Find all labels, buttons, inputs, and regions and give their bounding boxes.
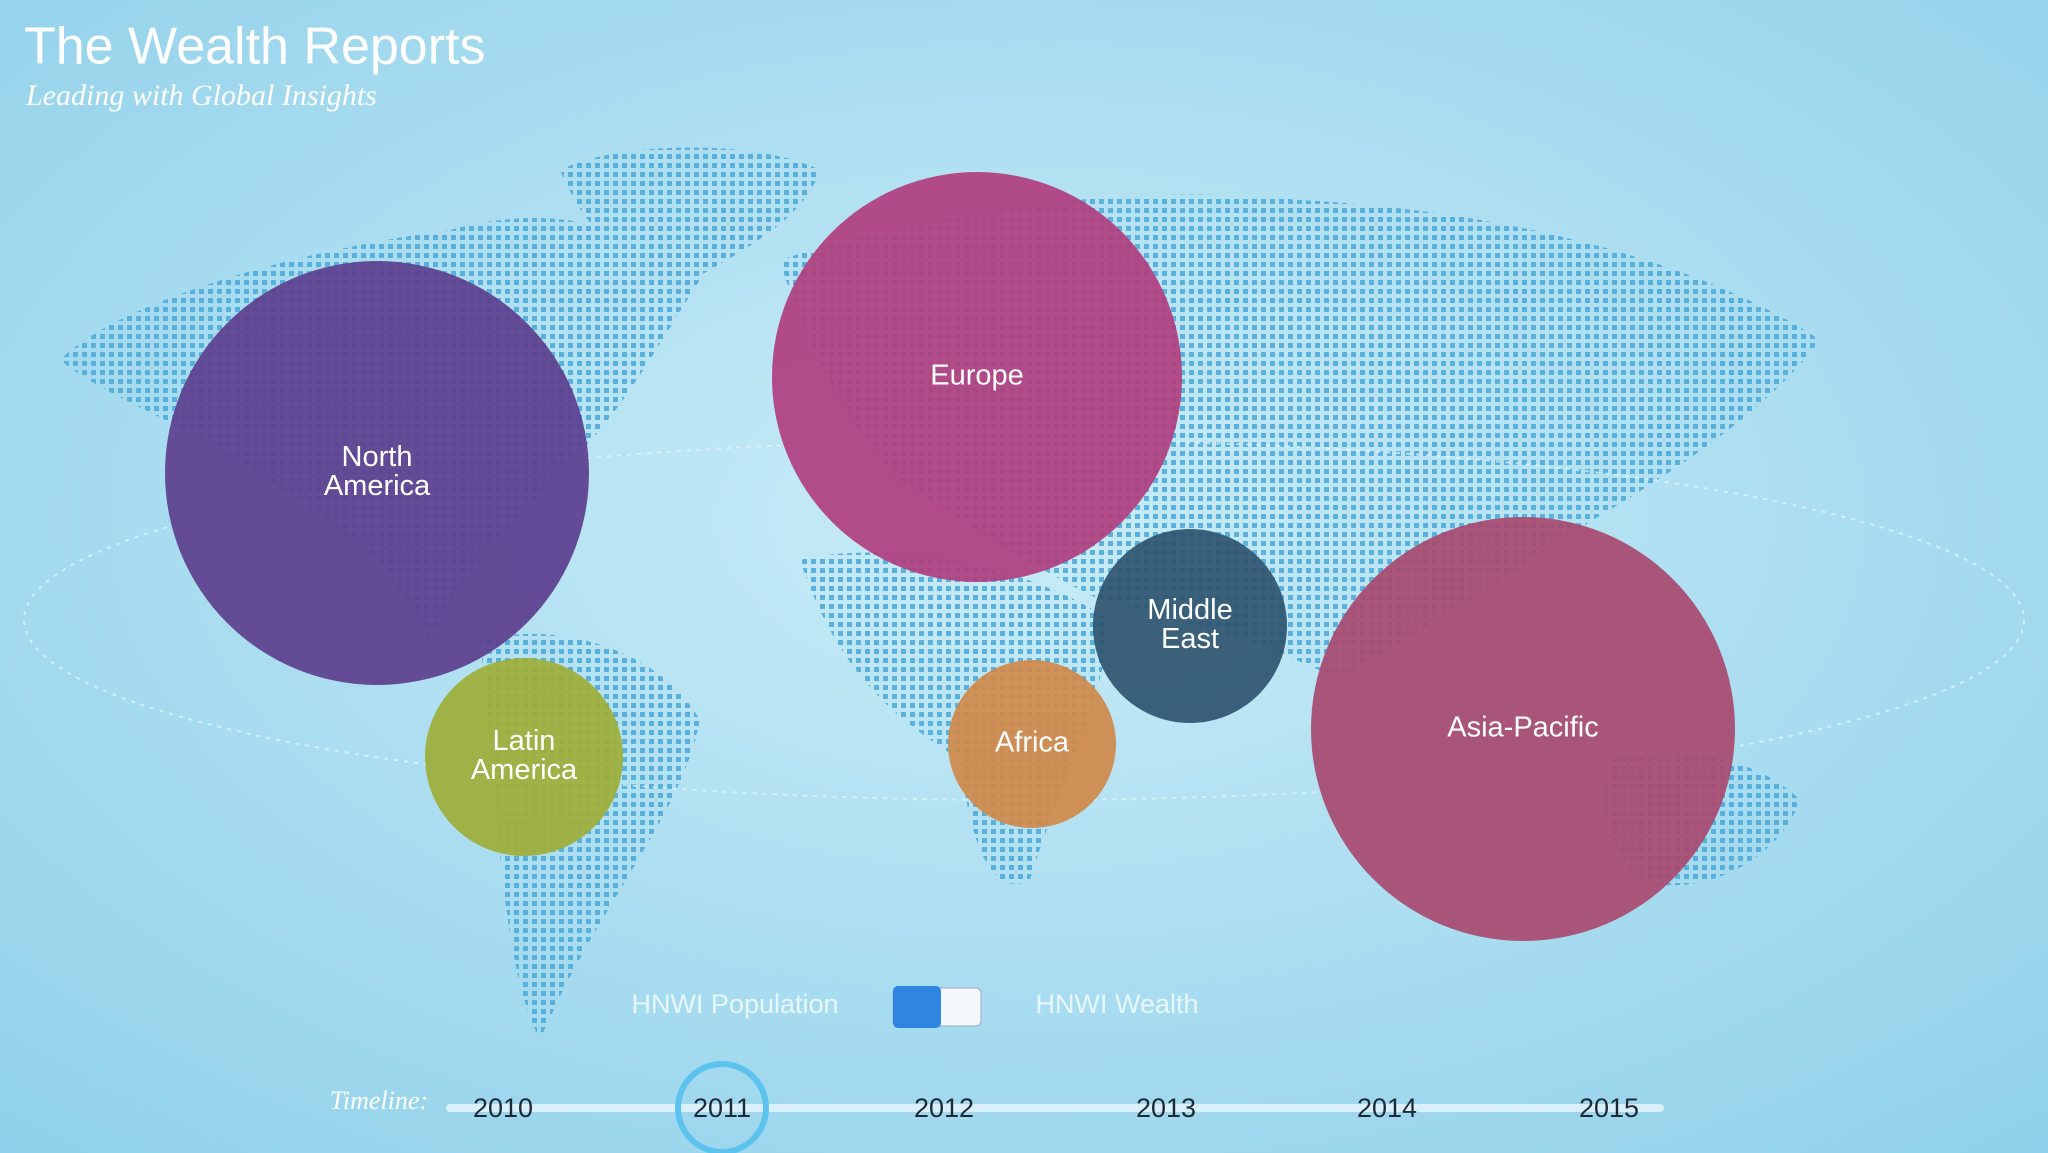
app-title: The Wealth Reports	[24, 18, 485, 76]
app-subtitle: Leading with Global Insights	[25, 79, 377, 112]
region-bubble[interactable]	[1093, 529, 1287, 723]
region-label[interactable]: Latin	[493, 725, 556, 757]
timeline: Timeline: 2010 2011 2012 2013 2014 2015	[330, 1061, 1664, 1153]
timeline-year[interactable]: 2010	[473, 1093, 533, 1123]
region-bubble[interactable]	[772, 172, 1182, 582]
region-bubble[interactable]	[165, 261, 589, 685]
timeline-label: Timeline:	[330, 1086, 428, 1115]
region-bubble[interactable]	[1311, 517, 1735, 941]
region-bubble[interactable]	[948, 660, 1116, 828]
region-label[interactable]: Middle	[1147, 594, 1232, 626]
timeline-selected-ring[interactable]	[675, 1061, 769, 1153]
region-label[interactable]: North	[342, 441, 413, 473]
region-label[interactable]: East	[1161, 623, 1219, 655]
region-label[interactable]: Asia-Pacific	[1447, 712, 1599, 744]
toggle-left-label[interactable]: HNWI Population	[631, 989, 838, 1019]
region-label[interactable]: Europe	[930, 360, 1024, 392]
toggle-right-label[interactable]: HNWI Wealth	[1035, 989, 1198, 1019]
region-label[interactable]: Africa	[995, 727, 1070, 759]
timeline-year[interactable]: 2012	[914, 1093, 974, 1123]
region-label[interactable]: America	[324, 470, 431, 502]
timeline-year[interactable]: 2014	[1357, 1093, 1417, 1123]
region-label[interactable]: America	[471, 754, 578, 786]
timeline-year[interactable]: 2015	[1579, 1093, 1639, 1123]
region-bubbles: NorthAmericaEuropeMiddleEastAfricaLatinA…	[165, 172, 1735, 941]
toggle-knob[interactable]	[893, 986, 941, 1028]
timeline-year[interactable]: 2011	[693, 1093, 751, 1123]
timeline-year[interactable]: 2013	[1136, 1093, 1196, 1123]
region-bubble[interactable]	[425, 658, 623, 856]
view-toggle[interactable]: HNWI Population HNWI Wealth	[631, 986, 1199, 1028]
